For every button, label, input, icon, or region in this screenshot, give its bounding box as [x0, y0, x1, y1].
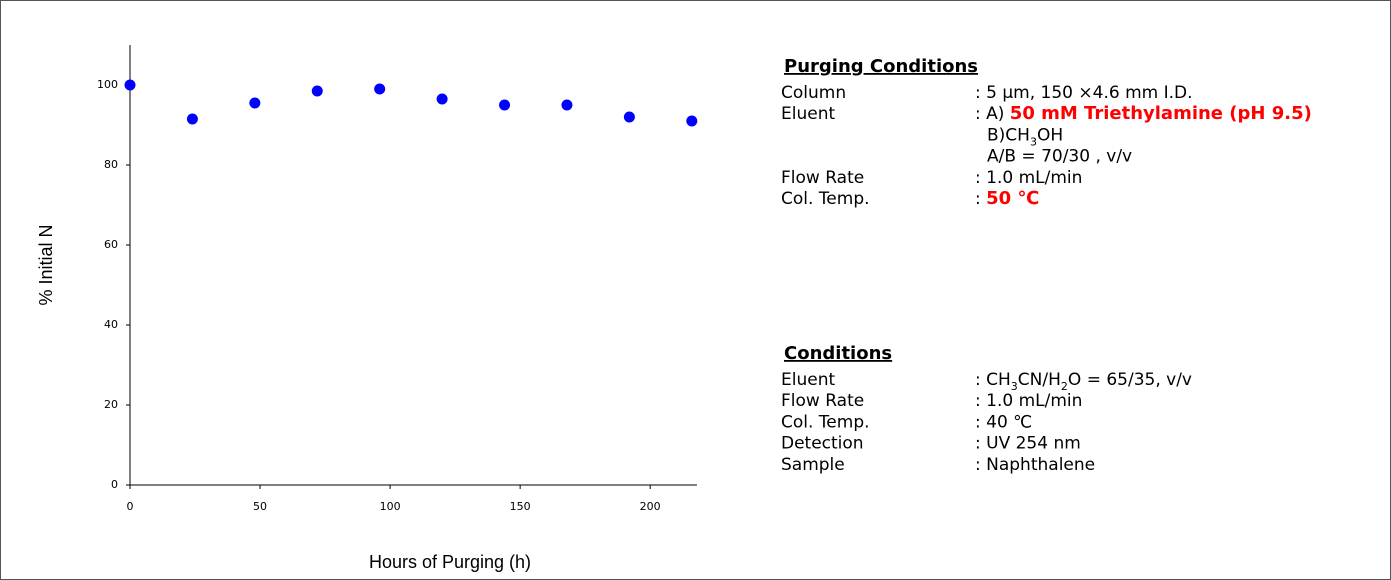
subscript: 3 — [1011, 380, 1018, 393]
point — [186, 113, 198, 125]
condition-label: Eluent — [781, 104, 835, 124]
y-tick-label: 60 — [104, 238, 118, 251]
point — [686, 115, 698, 127]
value-text: : UV 254 nm — [975, 434, 1081, 454]
condition-value: B)CH3OH — [987, 125, 1063, 148]
value-text: : Naphthalene — [975, 455, 1095, 475]
point — [561, 99, 573, 111]
y-tick-label: 0 — [111, 478, 118, 491]
point — [436, 93, 448, 105]
condition-value: : CH3CN/H2O = 65/35, v/v — [975, 370, 1192, 393]
panel-title: Purging Conditions — [784, 56, 978, 77]
condition-label: Sample — [781, 455, 845, 475]
condition-label: Flow Rate — [781, 168, 864, 188]
value-text: B)CH — [987, 125, 1030, 145]
condition-value: : UV 254 nm — [975, 434, 1081, 454]
value-text: 50 ℃ — [986, 188, 1039, 209]
x-tick-label: 50 — [253, 500, 267, 513]
x-tick-label: 200 — [640, 500, 661, 513]
value-text: : 1.0 mL/min — [975, 168, 1082, 188]
value-text: : 40 ℃ — [975, 412, 1032, 432]
subscript: 3 — [1030, 135, 1037, 148]
condition-value: : 5 μm, 150 ×4.6 mm I.D. — [975, 83, 1193, 103]
y-tick-label: 20 — [104, 398, 118, 411]
condition-value: : 40 ℃ — [975, 412, 1032, 432]
condition-value: : 1.0 mL/min — [975, 391, 1082, 411]
condition-value: A/B = 70/30 , v/v — [987, 147, 1132, 167]
value-text: : 5 μm, 150 ×4.6 mm I.D. — [975, 83, 1193, 103]
y-tick-label: 80 — [104, 158, 118, 171]
x-tick-label: 0 — [127, 500, 134, 513]
value-text: A/B = 70/30 , v/v — [987, 147, 1132, 167]
condition-value: : Naphthalene — [975, 455, 1095, 475]
point — [374, 83, 386, 95]
condition-label: Col. Temp. — [781, 412, 870, 432]
x-tick-label: 150 — [510, 500, 531, 513]
condition-label: Column — [781, 83, 846, 103]
panel-title: Conditions — [784, 343, 892, 364]
condition-value: : 1.0 mL/min — [975, 168, 1082, 188]
value-text: O = 65/35, v/v — [1068, 370, 1192, 390]
point — [623, 111, 635, 123]
point — [249, 97, 261, 109]
condition-label: Eluent — [781, 370, 835, 390]
value-text: CN/H — [1018, 370, 1061, 390]
x-axis-title: Hours of Purging (h) — [369, 552, 531, 572]
value-text: 50 mM Triethylamine (pH 9.5) — [1010, 103, 1312, 124]
condition-value: : 50 ℃ — [975, 188, 1039, 209]
y-tick-label: 40 — [104, 318, 118, 331]
value-text: : 1.0 mL/min — [975, 391, 1082, 411]
y-axis-title: % Initial N — [36, 224, 56, 305]
point — [499, 99, 511, 111]
condition-label: Detection — [781, 434, 864, 454]
value-text: : CH — [975, 370, 1011, 390]
y-tick-label: 100 — [97, 78, 118, 91]
condition-label: Flow Rate — [781, 391, 864, 411]
condition-value: : A) 50 mM Triethylamine (pH 9.5) — [975, 103, 1312, 124]
value-text: OH — [1037, 125, 1063, 145]
subscript: 2 — [1061, 380, 1068, 393]
x-tick-label: 100 — [380, 500, 401, 513]
condition-label: Col. Temp. — [781, 189, 870, 209]
point — [311, 85, 323, 97]
point — [124, 79, 136, 91]
value-text: : A) — [975, 104, 1010, 124]
value-text: : — [975, 189, 986, 209]
